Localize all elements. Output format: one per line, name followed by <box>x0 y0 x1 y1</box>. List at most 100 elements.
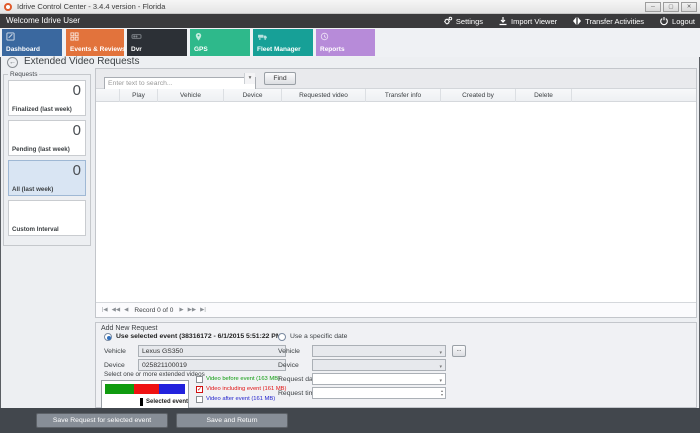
window-controls: ─ ▢ ✕ <box>645 2 697 12</box>
tab-label: Dvr <box>131 46 142 53</box>
vehicle-browse-button[interactable]: ... <box>452 345 466 357</box>
window-title: Idrive Control Center - 3.4.4 version - … <box>17 2 166 11</box>
grid-search-row: ▾ Find <box>96 69 696 90</box>
tab-label: Events & Reviews <box>70 46 126 53</box>
add-request-title: Add New Request <box>101 325 158 332</box>
video-before-event-row[interactable]: Video before event (163 MB) <box>196 374 306 384</box>
transfer-icon <box>573 17 582 25</box>
pager-next-icon[interactable]: ▶ <box>179 307 184 313</box>
close-button[interactable]: ✕ <box>681 2 697 12</box>
app-icon <box>4 3 12 11</box>
maximize-button[interactable]: ▢ <box>663 2 679 12</box>
column-header-device[interactable]: Device <box>224 89 282 102</box>
transfer-activities-label: Transfer Activities <box>585 16 645 26</box>
chevron-down-icon: ▾ <box>439 350 442 356</box>
use-specific-date-radio[interactable] <box>278 333 286 341</box>
tab-label: Dashboard <box>6 46 40 53</box>
column-header-created-by[interactable]: Created by <box>441 89 516 102</box>
tab-label: Fleet Manager <box>257 46 301 53</box>
video-including-event-row[interactable]: ✓ Video including event (161 MB) <box>196 384 306 394</box>
specific-device-dropdown[interactable]: ▾ <box>312 359 446 371</box>
card-custom-interval[interactable]: Custom Interval <box>8 200 86 236</box>
topbar-actions: Settings Import Viewer Transfer Activiti… <box>443 14 695 28</box>
tab-fleet-manager[interactable]: Fleet Manager <box>253 29 313 56</box>
back-button[interactable]: ← <box>7 57 18 68</box>
video-after-event-row[interactable]: Video after event (161 MB) <box>196 394 306 404</box>
vehicle-value-field[interactable] <box>138 345 286 357</box>
requests-group-label: Requests <box>8 71 40 78</box>
selected-event-marker-icon <box>140 398 143 406</box>
timeline-after-segment <box>159 384 185 394</box>
specific-vehicle-dropdown[interactable]: ▾ <box>312 345 446 357</box>
download-icon <box>499 17 507 26</box>
tab-gps[interactable]: GPS <box>190 29 250 56</box>
video-after-checkbox[interactable] <box>196 395 203 403</box>
use-selected-event-radio[interactable] <box>104 333 112 341</box>
minimize-button[interactable]: ─ <box>645 2 661 12</box>
video-before-checkbox[interactable] <box>196 375 203 383</box>
request-time-label: Request time <box>278 390 319 397</box>
logout-button[interactable]: Logout <box>659 16 695 26</box>
spinner-down-icon[interactable]: ▾ <box>440 392 443 397</box>
location-pin-icon <box>195 32 202 41</box>
request-time-field[interactable]: ▴ ▾ <box>312 387 446 399</box>
specific-vehicle-label: Vehicle <box>278 348 300 355</box>
footer-bar: Save Request for selected event Save and… <box>0 408 700 433</box>
tab-label: GPS <box>194 46 208 53</box>
pager-last-icon[interactable]: ▶| <box>200 307 206 313</box>
gear-icon <box>444 16 453 25</box>
grid-header-row: Play Vehicle Device Requested video Tran… <box>96 89 696 102</box>
tab-dashboard[interactable]: Dashboard <box>2 29 62 56</box>
chevron-down-icon: ▾ <box>439 364 442 370</box>
use-selected-event-label: Use selected event (38316172 - 6/1/2015 … <box>116 333 284 340</box>
tab-dvr[interactable]: Dvr <box>127 29 187 56</box>
selected-event-marker-label: Selected event <box>146 399 189 405</box>
find-button[interactable]: Find <box>264 72 296 85</box>
grid-icon <box>70 32 79 41</box>
pager-next-page-icon[interactable]: ▶▶ <box>187 307 197 313</box>
time-spinner[interactable]: ▴ ▾ <box>441 389 443 397</box>
clock-icon <box>320 32 329 41</box>
spinner-up-icon[interactable]: ▴ <box>440 388 443 393</box>
search-dropdown-icon[interactable]: ▾ <box>244 73 255 84</box>
event-timeline-box: Selected event <box>101 380 189 412</box>
extended-video-options: Video before event (163 MB) ✓ Video incl… <box>196 374 306 404</box>
pager-prev-page-icon[interactable]: ◀◀ <box>111 307 121 313</box>
save-and-return-button[interactable]: Save and Return <box>176 413 288 428</box>
card-all-last-week[interactable]: 0 All (last week) <box>8 160 86 196</box>
truck-icon <box>258 34 267 40</box>
pending-count: 0 <box>72 122 81 139</box>
add-new-request-panel: Add New Request Use selected event (3831… <box>95 322 697 412</box>
request-date-field[interactable]: ▾ <box>312 373 446 385</box>
video-including-checkbox[interactable]: ✓ <box>196 385 203 393</box>
main-tabs: Dashboard Events & Reviews Dvr GPS Fleet… <box>0 28 700 57</box>
transfer-activities-button[interactable]: Transfer Activities <box>572 16 644 26</box>
welcome-text: Welcome Idrive User <box>6 16 81 25</box>
welcome-bar: Welcome Idrive User Settings Import View… <box>0 14 700 28</box>
column-header-transfer-info[interactable]: Transfer info <box>366 89 441 102</box>
tab-reports[interactable]: Reports <box>316 29 375 56</box>
search-input[interactable] <box>104 77 256 90</box>
column-header-delete[interactable]: Delete <box>516 89 572 102</box>
dashboard-icon <box>6 32 15 41</box>
column-header-vehicle[interactable]: Vehicle <box>158 89 224 102</box>
pager-first-icon[interactable]: |◀ <box>102 307 108 313</box>
finalized-label: Finalized (last week) <box>12 106 72 113</box>
settings-button[interactable]: Settings <box>443 16 483 26</box>
column-header-play[interactable]: Play <box>120 89 158 102</box>
card-finalized-last-week[interactable]: 0 Finalized (last week) <box>8 80 86 116</box>
video-including-label: Video including event (161 MB) <box>206 386 287 392</box>
power-icon <box>660 17 668 26</box>
column-header-requested-video[interactable]: Requested video <box>282 89 366 102</box>
import-viewer-label: Import Viewer <box>511 16 558 26</box>
settings-label: Settings <box>455 16 483 26</box>
pager-prev-icon[interactable]: ◀ <box>124 307 129 313</box>
card-pending-last-week[interactable]: 0 Pending (last week) <box>8 120 86 156</box>
import-viewer-button[interactable]: Import Viewer <box>498 16 557 26</box>
tab-events-reviews[interactable]: Events & Reviews <box>66 29 126 56</box>
device-value-field[interactable] <box>138 359 286 371</box>
save-request-selected-event-button[interactable]: Save Request for selected event <box>36 413 168 428</box>
finalized-count: 0 <box>72 82 81 99</box>
page-header: ← Extended Video Requests <box>0 56 700 70</box>
